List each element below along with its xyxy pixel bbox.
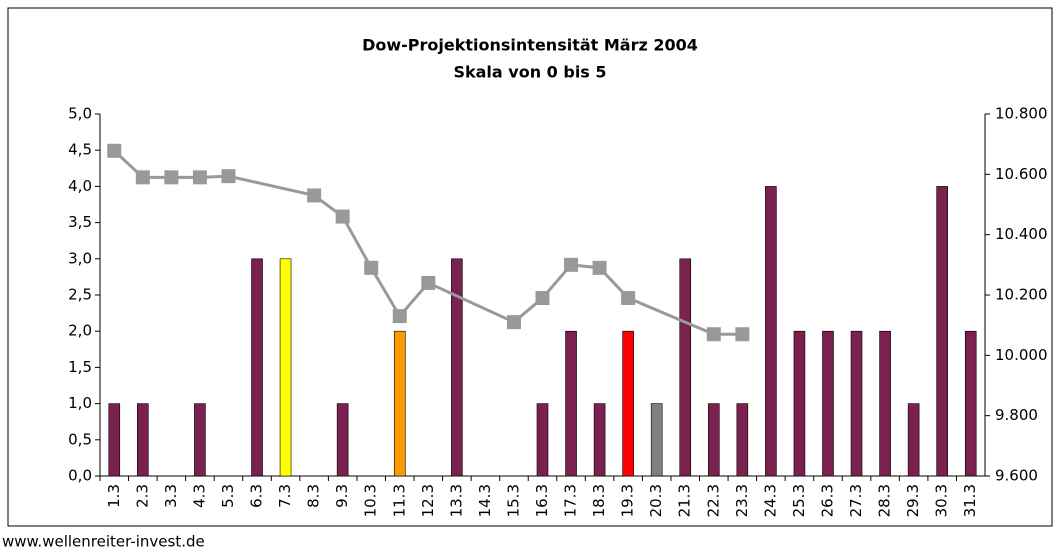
bar: [622, 330, 634, 477]
y-tick-label: 3,5: [68, 213, 92, 231]
line-marker: [592, 260, 607, 275]
line-marker: [706, 327, 721, 342]
y2-tick-label: 10.800: [995, 105, 1048, 123]
bar: [336, 403, 349, 477]
bar: [137, 403, 149, 477]
line-marker: [192, 170, 207, 185]
x-tick-label: 31.3: [961, 484, 979, 517]
y-tick-label: 1,0: [68, 394, 92, 412]
line-marker: [535, 291, 550, 306]
y-tick-label: 0,5: [68, 430, 92, 448]
line-marker: [107, 143, 122, 158]
line-marker: [564, 257, 579, 272]
bar: [565, 330, 577, 477]
x-tick-label: 8.3: [305, 484, 323, 508]
line-marker: [735, 327, 750, 342]
line-marker: [392, 309, 407, 324]
y2-tick-label: 10.200: [995, 286, 1048, 304]
bar: [907, 403, 920, 477]
x-tick-label: 7.3: [276, 484, 294, 508]
bar: [194, 403, 206, 477]
bar: [964, 330, 977, 477]
bar: [765, 186, 777, 477]
bar: [850, 330, 863, 477]
x-tick-label: 15.3: [504, 484, 522, 517]
x-tick-label: 19.3: [619, 484, 637, 517]
y2-tick-label: 9.600: [995, 467, 1038, 485]
chart-frame: [7, 7, 1053, 527]
line-marker: [421, 275, 436, 290]
x-tick-label: 27.3: [847, 484, 865, 517]
x-tick-label: 3.3: [162, 484, 180, 508]
x-tick-label: 10.3: [362, 484, 380, 517]
x-tick-label: 28.3: [876, 484, 894, 517]
y-tick-label: 5,0: [68, 105, 92, 123]
y-tick-label: 2,5: [68, 286, 92, 304]
x-tick-label: 13.3: [447, 484, 465, 517]
x-tick-label: 22.3: [704, 484, 722, 517]
y2-tick-label: 10.000: [995, 346, 1048, 364]
bar: [536, 403, 549, 477]
y2-tick-label: 10.400: [995, 225, 1048, 243]
x-tick-label: 16.3: [533, 484, 551, 517]
line-marker: [221, 169, 236, 184]
bar: [108, 403, 121, 477]
bar: [451, 258, 463, 477]
y-tick-label: 3,0: [68, 249, 92, 267]
y2-tick-label: 9.800: [995, 406, 1038, 424]
line-marker: [335, 209, 350, 224]
y-tick-label: 4,5: [68, 141, 92, 159]
x-tick-label: 24.3: [761, 484, 779, 517]
bar: [393, 330, 406, 477]
bar: [879, 330, 891, 477]
y2-tick-label: 10.600: [995, 165, 1048, 183]
x-tick-label: 23.3: [733, 484, 751, 517]
x-tick-label: 30.3: [933, 484, 951, 517]
bar: [279, 258, 292, 477]
bar: [793, 330, 806, 477]
y-tick-label: 0,0: [68, 467, 92, 485]
bar: [593, 403, 606, 477]
x-tick-label: 11.3: [390, 484, 408, 517]
x-tick-label: 14.3: [476, 484, 494, 517]
y-tick-label: 4,0: [68, 177, 92, 195]
footer: www.wellenreiter-invest.de: [2, 533, 205, 551]
y-tick-label: 1,5: [68, 358, 92, 376]
x-tick-label: 21.3: [676, 484, 694, 517]
x-tick-label: 12.3: [419, 484, 437, 517]
x-tick-label: 20.3: [647, 484, 665, 517]
line-marker: [621, 291, 636, 306]
x-tick-label: 1.3: [105, 484, 123, 508]
bar: [936, 186, 948, 477]
y-tick-label: 2,0: [68, 322, 92, 340]
x-tick-label: 6.3: [248, 484, 266, 508]
bar: [707, 403, 720, 477]
x-tick-label: 18.3: [590, 484, 608, 517]
chart-title: Dow-Projektionsintensität März 2004: [362, 36, 698, 55]
x-tick-label: 17.3: [562, 484, 580, 517]
bar: [650, 403, 663, 477]
x-tick-label: 29.3: [904, 484, 922, 517]
x-tick-label: 4.3: [190, 484, 208, 508]
bar: [679, 258, 692, 477]
line-marker: [506, 315, 521, 330]
line-marker: [364, 260, 379, 275]
bar: [822, 330, 834, 477]
bar: [736, 403, 749, 477]
line-marker: [164, 170, 179, 185]
x-tick-label: 5.3: [219, 484, 237, 508]
x-tick-label: 9.3: [333, 484, 351, 508]
x-tick-label: 26.3: [818, 484, 836, 517]
x-tick-label: 25.3: [790, 484, 808, 517]
line-marker: [135, 170, 150, 185]
line-marker: [307, 188, 322, 203]
chart-subtitle: Skala von 0 bis 5: [453, 63, 606, 82]
bar: [251, 258, 263, 477]
x-tick-label: 2.3: [133, 484, 151, 508]
